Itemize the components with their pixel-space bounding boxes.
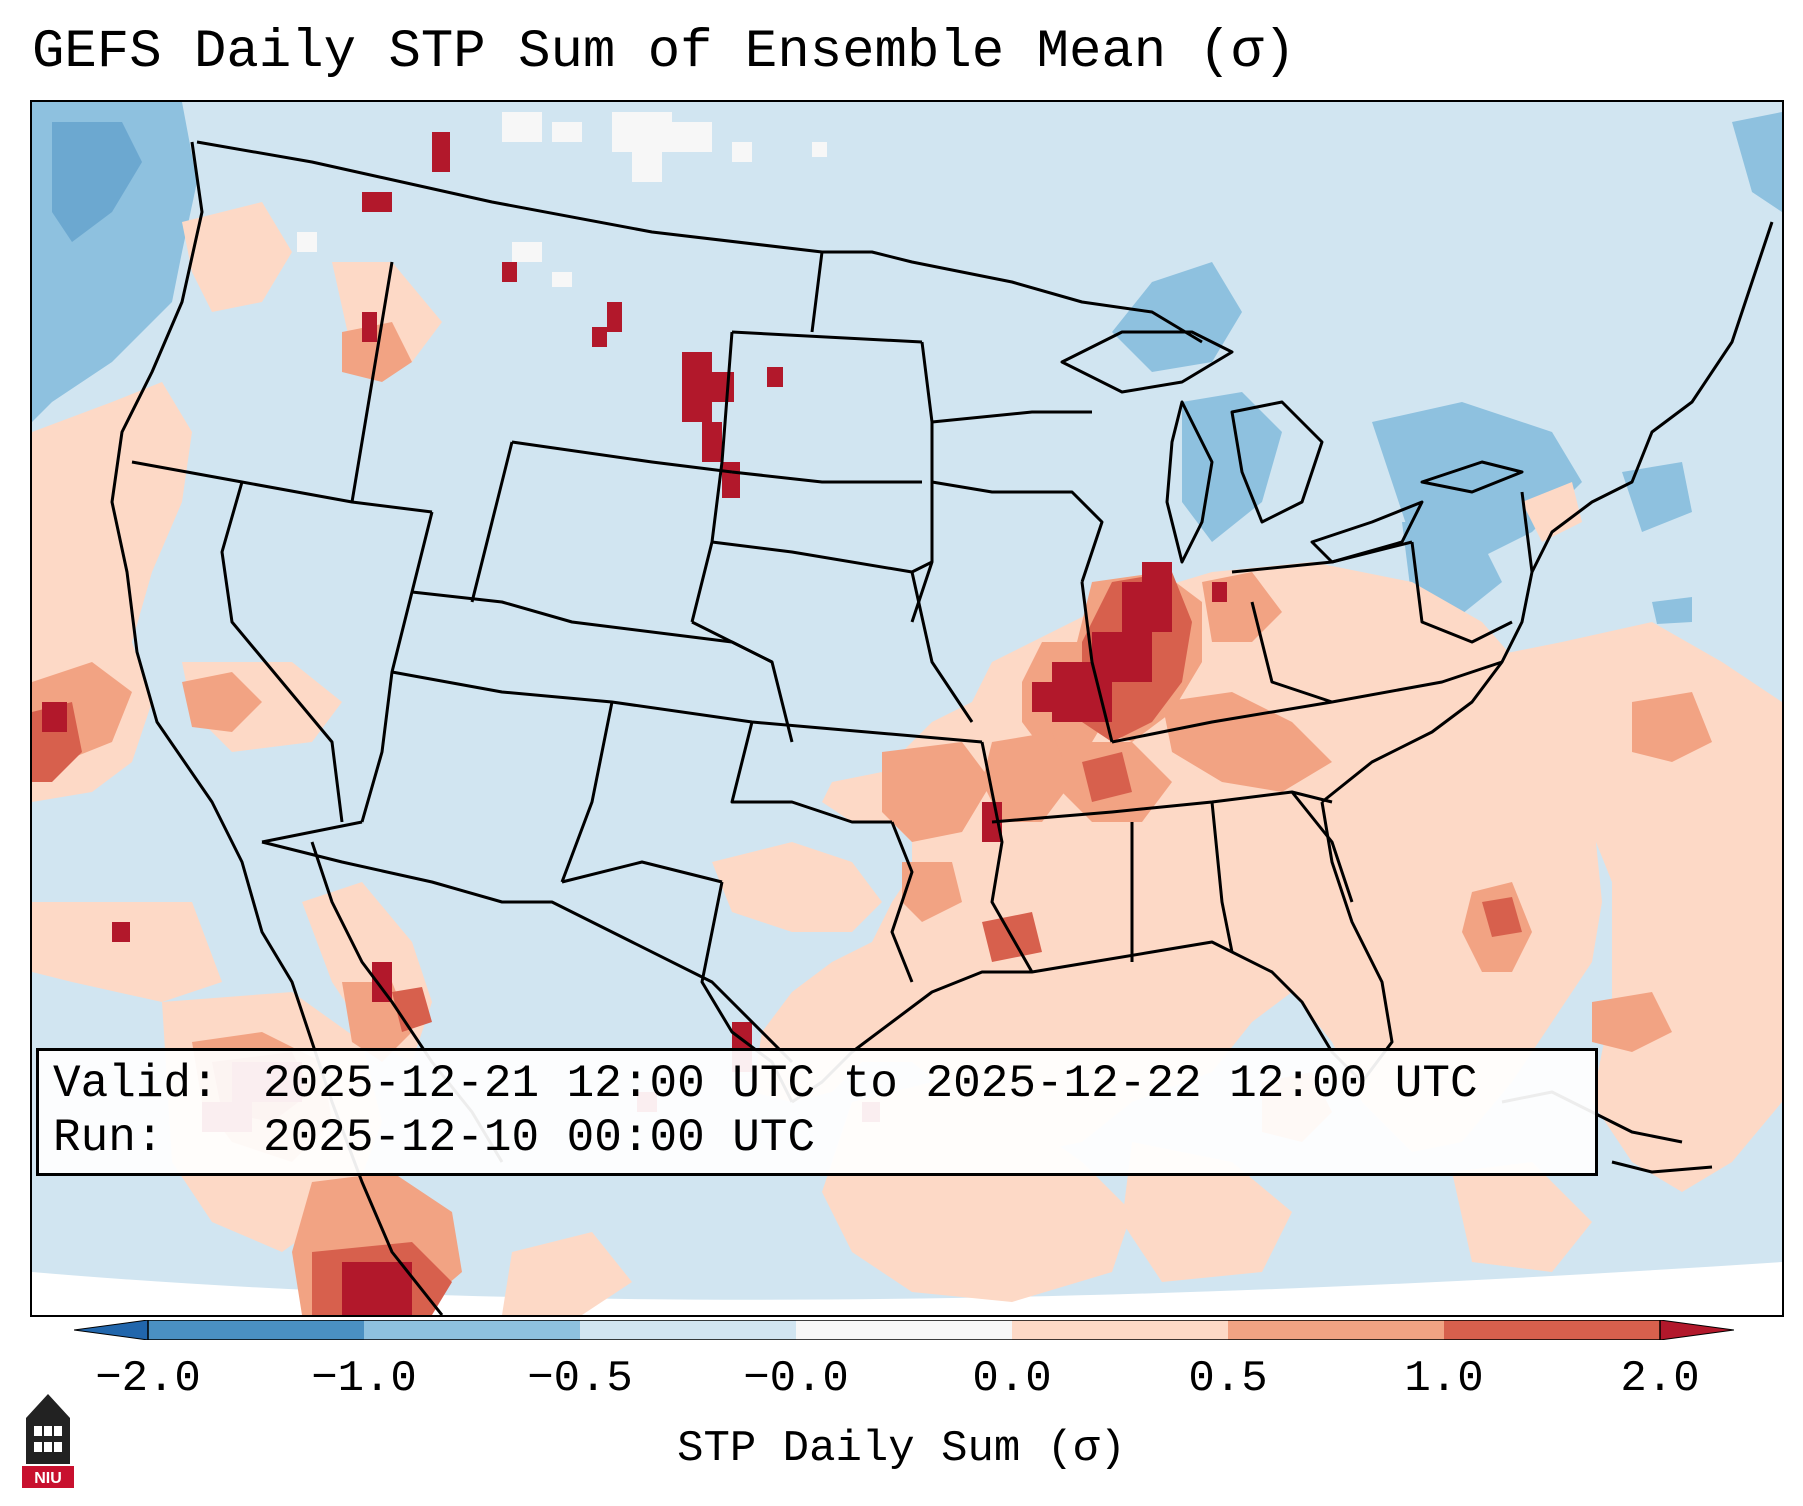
logo-roof <box>26 1394 70 1418</box>
colorbar-tick-label: 0.5 <box>1188 1354 1268 1404</box>
colorbar-tick-label: 2.0 <box>1620 1354 1700 1404</box>
niu-logo-icon: NIU <box>22 1394 74 1488</box>
colorbar-frame <box>147 1320 1661 1340</box>
boundaries-layer <box>110 140 1774 1315</box>
run-value: 2025-12-10 00:00 UTC <box>263 1112 816 1164</box>
run-label: Run: <box>53 1112 164 1164</box>
colorbar-under-arrow <box>74 1320 149 1340</box>
map-title: GEFS Daily STP Sum of Ensemble Mean (σ) <box>32 22 1296 83</box>
colorbar-tick-label: 0.0 <box>972 1354 1052 1404</box>
colorbar-tick-label: −1.0 <box>311 1354 417 1404</box>
logo-building <box>26 1418 70 1464</box>
colorbar-label: STP Daily Sum (σ) <box>677 1424 1126 1474</box>
valid-row: Valid: 2025-12-21 12:00 UTC to 2025-12-22… <box>53 1057 1581 1111</box>
valid-value: 2025-12-21 12:00 UTC to 2025-12-22 12:00… <box>263 1058 1478 1110</box>
colorbar-tick-label: −0.0 <box>743 1354 849 1404</box>
negative-anomaly-layer <box>32 102 1782 624</box>
colorbar-tick-label: −2.0 <box>95 1354 201 1404</box>
colorbar-bin <box>364 1320 581 1340</box>
colorbar <box>74 1320 1734 1340</box>
extreme-positive-layer <box>42 132 1227 1315</box>
colorbar-bins <box>148 1320 1661 1340</box>
valid-label: Valid: <box>53 1058 219 1110</box>
colorbar-bin <box>148 1320 365 1340</box>
colorbar-bin <box>1012 1320 1229 1340</box>
colorbar-bin <box>1228 1320 1445 1340</box>
colorbar-over-arrow <box>1659 1320 1734 1340</box>
projection-edge <box>32 1262 1782 1315</box>
near-zero-layer <box>297 112 827 287</box>
run-row: Run: 2025-12-10 00:00 UTC <box>53 1111 1581 1165</box>
colorbar-bin <box>1444 1320 1661 1340</box>
info-box: Valid: 2025-12-21 12:00 UTC to 2025-12-22… <box>36 1048 1598 1176</box>
colorbar-tick-label: −0.5 <box>527 1354 633 1404</box>
logo-banner <box>22 1466 74 1488</box>
logo-text: NIU <box>34 1470 62 1487</box>
colorbar-tick-label: 1.0 <box>1404 1354 1484 1404</box>
colorbar-ticks: −2.0 −1.0 −0.5 −0.0 0.0 0.5 1.0 2.0 <box>0 1354 1803 1414</box>
colorbar-bin <box>796 1320 1013 1340</box>
colorbar-bin <box>580 1320 797 1340</box>
